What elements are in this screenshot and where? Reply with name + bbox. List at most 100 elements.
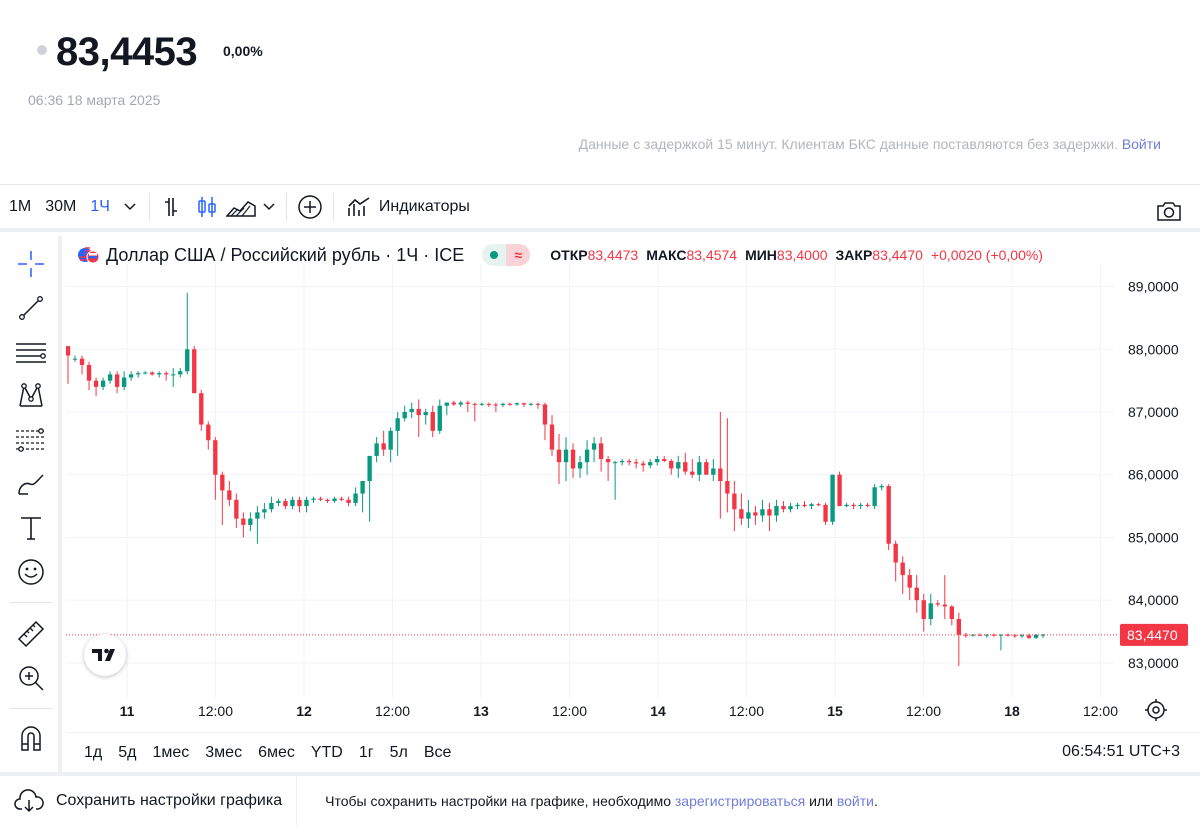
magnet-icon[interactable] xyxy=(11,718,51,758)
trend-line-icon[interactable] xyxy=(11,288,51,328)
range-3m[interactable]: 3мес xyxy=(205,743,243,761)
candle-body xyxy=(1005,634,1011,636)
close-value: 83,4470 xyxy=(872,247,923,263)
candles-chart-icon[interactable] xyxy=(190,187,224,227)
candle-body xyxy=(135,373,141,375)
candle-body xyxy=(795,504,800,507)
candle-body xyxy=(767,509,772,516)
range-1y[interactable]: 1г xyxy=(358,743,374,761)
candle-body xyxy=(809,504,814,507)
quote-timestamp: 06:36 18 марта 2025 xyxy=(28,92,161,108)
delayed-data-icon: ≈ xyxy=(506,244,531,266)
chart-legend: Доллар США / Российский рубль · 1Ч · ICE… xyxy=(76,244,1043,266)
indicators-icon xyxy=(348,196,370,216)
footer-divider xyxy=(296,776,298,826)
candle-body xyxy=(472,403,478,405)
candle-body xyxy=(619,460,625,463)
candle-body xyxy=(458,402,463,405)
indicators-button[interactable]: Индикаторы xyxy=(340,187,477,227)
footer-login-link[interactable]: войти xyxy=(836,793,874,809)
candle-body xyxy=(858,504,863,507)
candle-body xyxy=(739,509,744,519)
horizontal-lines-icon[interactable] xyxy=(11,332,51,372)
candle-body xyxy=(1019,635,1025,637)
last-price-label: 83,4470 xyxy=(1127,627,1178,643)
text-tool-icon[interactable] xyxy=(11,508,51,548)
range-ytd[interactable]: YTD xyxy=(310,743,343,761)
pattern-tool-icon[interactable] xyxy=(11,376,51,416)
clock[interactable]: 06:54:51 UTC+3 xyxy=(1062,743,1180,760)
interval-1m[interactable]: 1M xyxy=(9,197,32,215)
range-6m[interactable]: 6мес xyxy=(258,743,295,761)
x-tick-label: 12 xyxy=(296,703,312,719)
tradingview-logo-icon[interactable] xyxy=(84,634,126,676)
candle-body xyxy=(149,372,155,375)
candle-body xyxy=(949,606,954,619)
candle-body xyxy=(290,499,295,507)
price-change: 0,00% xyxy=(223,43,263,59)
candle-body xyxy=(332,498,337,502)
candle-body xyxy=(93,380,99,387)
toolbar-divider xyxy=(332,192,334,221)
x-tick-label: 12:00 xyxy=(375,703,410,719)
range-1d[interactable]: 1д xyxy=(84,743,103,761)
bars-chart-icon[interactable] xyxy=(156,187,190,227)
candle-body xyxy=(381,443,386,450)
candle-body xyxy=(121,377,127,387)
candlestick-chart[interactable]: 89,0000 88,0000 87,0000 86,0000 85,0000 84,00… xyxy=(66,236,1200,728)
candle-body xyxy=(662,459,667,461)
area-chart-icon[interactable] xyxy=(224,187,258,227)
interval-1h[interactable]: 1Ч xyxy=(90,197,110,215)
candle-body xyxy=(528,403,534,405)
market-status-pill[interactable]: ≈ xyxy=(482,244,531,266)
interval-30m[interactable]: 30M xyxy=(45,197,77,215)
candle-body xyxy=(486,403,492,405)
open-label: ОТКР xyxy=(550,247,588,263)
range-5d[interactable]: 5д xyxy=(118,743,137,761)
candle-body xyxy=(79,358,85,365)
y-tick-label: 83,0000 xyxy=(1128,655,1179,671)
candle-body xyxy=(655,459,660,463)
candle-body xyxy=(100,380,106,387)
fib-retracement-icon[interactable] xyxy=(11,420,51,460)
register-link[interactable]: зарегистрироваться xyxy=(674,793,806,809)
candle-body xyxy=(851,504,856,507)
save-settings-button[interactable]: Сохранить настройки графика xyxy=(14,789,282,813)
candle-body xyxy=(865,504,870,507)
y-tick-label: 87,0000 xyxy=(1128,404,1179,420)
candle-body xyxy=(479,403,485,405)
ruler-icon[interactable] xyxy=(11,614,51,654)
brush-icon[interactable] xyxy=(11,464,51,504)
indicators-label: Индикаторы xyxy=(378,197,470,215)
y-tick-label: 85,0000 xyxy=(1128,529,1179,545)
candle-body xyxy=(732,493,737,510)
camera-icon[interactable] xyxy=(1152,191,1186,231)
candle-body xyxy=(269,502,274,510)
cloud-download-icon xyxy=(14,789,44,813)
candle-body xyxy=(164,373,169,375)
chart-pane[interactable]: 89,0000 88,0000 87,0000 86,0000 85,0000 84,00… xyxy=(66,236,1200,728)
login-link[interactable]: Войти xyxy=(1121,136,1161,152)
x-tick-label: 12:00 xyxy=(1083,703,1118,719)
chart-type-dropdown-icon[interactable] xyxy=(258,187,280,227)
zoom-in-icon[interactable] xyxy=(11,658,51,698)
range-all[interactable]: Все xyxy=(423,743,452,761)
emoji-icon[interactable] xyxy=(11,552,51,592)
compare-plus-icon[interactable] xyxy=(293,187,327,227)
settings-gear-icon[interactable] xyxy=(1145,699,1167,721)
range-5y[interactable]: 5л xyxy=(389,743,408,761)
range-1m[interactable]: 1мес xyxy=(152,743,190,761)
candle-body xyxy=(774,506,779,516)
chart-widget: 1M 30M 1Ч Индикаторы xyxy=(0,184,1200,772)
crosshair-icon[interactable] xyxy=(11,244,51,284)
candle-body xyxy=(353,493,358,503)
candle-body xyxy=(107,374,113,381)
candle-body xyxy=(500,403,506,406)
candle-body xyxy=(683,462,688,472)
interval-dropdown-icon[interactable] xyxy=(117,187,143,227)
symbol-title[interactable]: Доллар США / Российский рубль · 1Ч · ICE xyxy=(106,244,465,265)
candle-body xyxy=(704,462,709,475)
candle-body xyxy=(718,468,723,481)
candle-body xyxy=(423,412,428,416)
candle-body xyxy=(591,443,597,450)
